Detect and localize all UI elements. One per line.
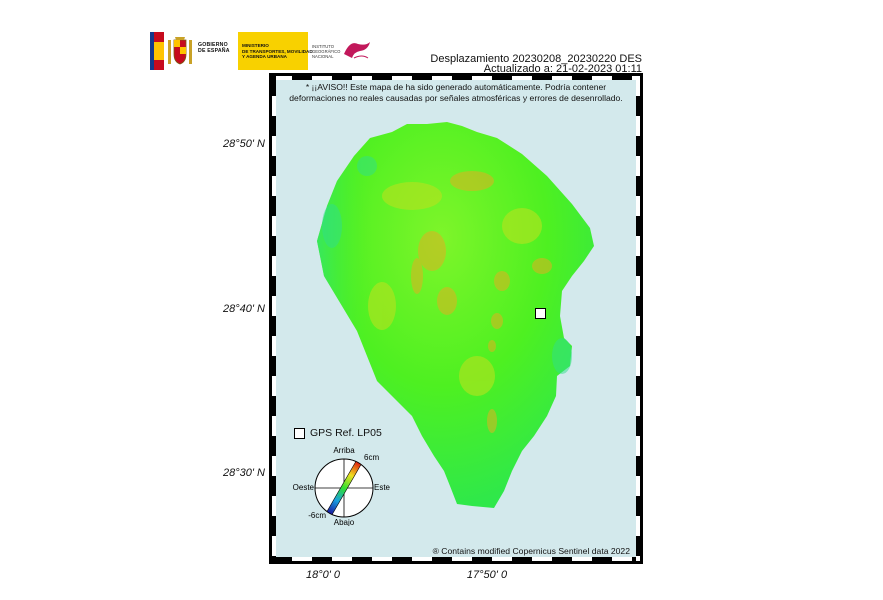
data-attribution: ® Contains modified Copernicus Sentinel … bbox=[432, 546, 630, 556]
lon-label-1800: 18°0' 0 bbox=[305, 569, 341, 581]
ign-text: INSTITUTO GEOGRÁFICO NACIONAL bbox=[312, 44, 341, 60]
ministry-text: MINISTERIO DE TRANSPORTES, MOVILIDAD Y A… bbox=[242, 43, 313, 60]
compass-max-label: 6cm bbox=[364, 453, 379, 462]
la-palma-deformation-map bbox=[317, 122, 594, 508]
colorbar-icon bbox=[326, 460, 362, 516]
lat-label-2830: 28°30' N bbox=[223, 467, 265, 479]
gps-reference-marker bbox=[535, 308, 546, 319]
compass-west-label: Oeste bbox=[293, 483, 315, 492]
spain-coat-of-arms-icon bbox=[168, 37, 192, 65]
compass-min-label: -6cm bbox=[308, 511, 326, 520]
gps-legend-icon bbox=[294, 428, 305, 439]
gps-legend-label: GPS Ref. LP05 bbox=[310, 427, 382, 439]
compass-up-label: Arriba bbox=[333, 446, 355, 455]
gobierno-text: GOBIERNO DE ESPAÑA bbox=[198, 42, 230, 55]
warning-text: * ¡¡AVISO!! Este mapa de ha sido generad… bbox=[289, 82, 623, 103]
ign-logo-icon bbox=[344, 42, 370, 59]
map-title: Desplazamiento 20230208_20230220 DES bbox=[430, 53, 642, 65]
frame-ticks-left bbox=[272, 76, 276, 561]
displacement-compass-legend: Arriba Abajo Oeste Este 6cm -6cm bbox=[293, 446, 391, 526]
lon-label-1750: 17°50' 0 bbox=[466, 569, 508, 581]
frame-ticks-bottom bbox=[272, 557, 640, 561]
map-area bbox=[272, 76, 640, 561]
deformation-patches bbox=[411, 171, 552, 433]
compass-east-label: Este bbox=[374, 483, 391, 492]
agency-logos: GOBIERNO DE ESPAÑA MINISTERIO DE TRANSPO… bbox=[150, 32, 377, 70]
lat-label-2840: 28°40' N bbox=[223, 303, 265, 315]
compass-down-label: Abajo bbox=[334, 518, 355, 526]
frame-ticks-right bbox=[636, 76, 640, 561]
lat-label-2850: 28°50' N bbox=[223, 138, 265, 150]
ministry-logo-box bbox=[238, 32, 308, 70]
frame-ticks-top bbox=[272, 76, 640, 80]
update-timestamp: Actualizado a: 21-02-2023 01:11 bbox=[483, 63, 642, 75]
spain-flag-icon bbox=[150, 32, 164, 70]
